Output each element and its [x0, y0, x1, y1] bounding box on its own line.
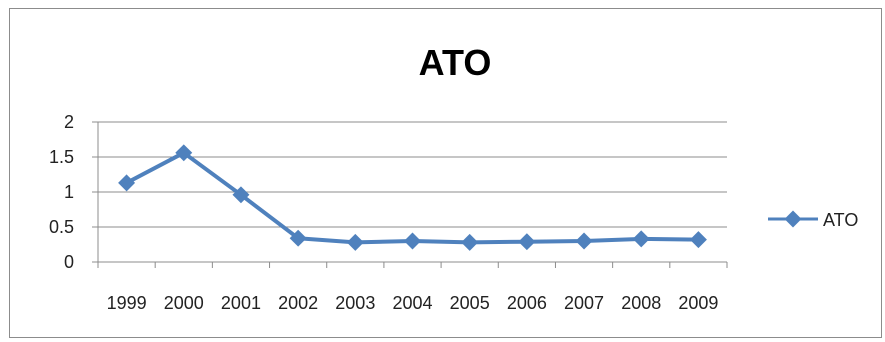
x-tick-labels: 1999 2000 2001 2002 2003 2004 2005 2006 2007 2008… [107, 293, 719, 313]
data-point-2007 [575, 232, 593, 250]
y-tick-label-0: 0 [64, 252, 74, 272]
gridlines [98, 121, 727, 228]
y-tick-label-2: 1 [64, 182, 74, 202]
y-tick-label-4: 2 [64, 112, 74, 132]
legend-label-ato: ATO [823, 210, 858, 230]
data-point-2006 [518, 233, 536, 251]
data-point-2002 [289, 229, 307, 247]
x-tick-label-2005: 2005 [450, 293, 490, 313]
data-point-2000 [175, 144, 193, 162]
series-line-0 [125, 150, 699, 245]
data-point-2003 [346, 233, 364, 251]
legend: ATO [768, 210, 858, 230]
y-tick-labels: 0 0.5 1 1.5 2 [49, 112, 74, 272]
x-tick-label-2007: 2007 [564, 293, 604, 313]
data-point-2005 [461, 233, 479, 251]
data-point-2001 [232, 186, 250, 204]
y-tick-label-1: 0.5 [49, 217, 74, 237]
series-ato [118, 144, 707, 251]
axes [92, 121, 728, 268]
x-tick-label-2003: 2003 [335, 293, 375, 313]
y-tick-label-3: 1.5 [49, 147, 74, 167]
x-tick-label-2006: 2006 [507, 293, 547, 313]
x-tick-label-2009: 2009 [678, 293, 718, 313]
x-tick-label-2008: 2008 [621, 293, 661, 313]
data-point-2008 [632, 230, 650, 248]
chart-frame [9, 8, 882, 338]
legend-marker [784, 210, 802, 228]
data-point-2004 [404, 232, 421, 250]
x-tick-label-2001: 2001 [221, 293, 261, 313]
x-tick-label-2002: 2002 [278, 293, 318, 313]
x-tick-label-2000: 2000 [164, 293, 204, 313]
data-point-2009 [689, 231, 707, 249]
x-tick-label-2004: 2004 [392, 293, 432, 313]
x-tick-label-1999: 1999 [107, 293, 147, 313]
data-point-1999 [118, 174, 136, 192]
chart-title: ATO [419, 42, 492, 83]
